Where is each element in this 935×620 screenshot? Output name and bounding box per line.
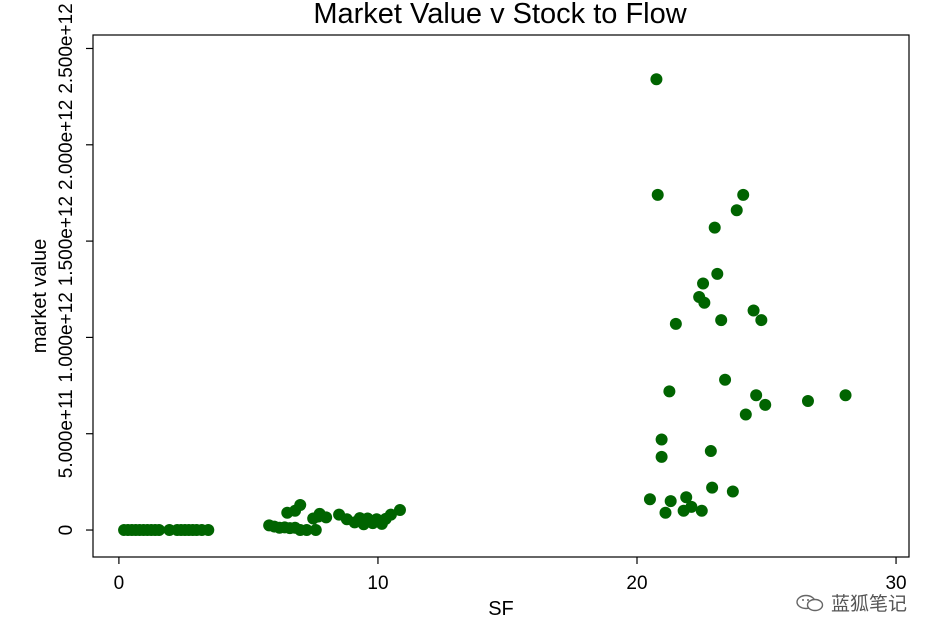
data-point <box>737 188 750 201</box>
data-point <box>839 389 852 402</box>
data-point <box>685 500 698 513</box>
data-point <box>202 524 215 537</box>
data-point <box>697 277 710 290</box>
data-point <box>384 508 397 521</box>
x-axis-label: SF <box>488 598 514 620</box>
data-point <box>320 511 333 524</box>
data-point <box>664 495 677 508</box>
y-tick-label: 2.000e+12 <box>56 100 77 190</box>
watermark-text: 蓝狐笔记 <box>830 593 907 615</box>
chart-title: Market Value v Stock to Flow <box>313 0 687 30</box>
data-point <box>750 389 763 402</box>
data-point <box>759 398 772 411</box>
data-point <box>659 506 672 519</box>
data-point <box>663 385 676 398</box>
data-point <box>680 491 693 504</box>
data-point <box>393 504 406 517</box>
watermark: 蓝狐笔记 <box>795 589 907 616</box>
data-point <box>300 524 313 537</box>
data-point <box>655 450 668 463</box>
data-point <box>695 504 708 517</box>
data-point <box>309 524 322 537</box>
x-axis: 0 10 20 30 <box>114 557 907 594</box>
data-point <box>715 314 728 327</box>
data-point <box>650 73 663 86</box>
data-point <box>747 304 760 317</box>
x-tick-label: 20 <box>626 573 647 594</box>
y-tick-label: 2.500e+12 <box>56 3 77 93</box>
data-point <box>708 221 721 234</box>
data-point <box>730 204 743 217</box>
data-points <box>118 73 852 537</box>
x-tick-label: 30 <box>885 573 906 594</box>
data-point <box>755 314 768 327</box>
x-tick-label: 0 <box>114 573 125 594</box>
data-point <box>726 485 739 498</box>
y-tick-label: 1.500e+12 <box>56 196 77 286</box>
plot-area <box>92 34 910 558</box>
y-tick-label: 0 <box>56 525 77 536</box>
y-tick-label: 1.000e+12 <box>56 292 77 382</box>
data-point <box>704 445 717 458</box>
x-tick-label: 10 <box>367 573 388 594</box>
data-point <box>801 394 814 407</box>
data-point <box>669 317 682 330</box>
y-tick-label: 5.000e+11 <box>56 389 77 478</box>
data-point <box>711 267 724 280</box>
data-point <box>643 493 656 506</box>
y-axis: 0 5.000e+11 1.000e+12 1.500e+12 2.000e+12 2.5… <box>56 3 93 535</box>
data-point <box>294 498 307 511</box>
data-point <box>739 408 752 421</box>
wechat-icon <box>796 594 824 611</box>
data-point <box>651 188 664 201</box>
data-point <box>706 481 719 494</box>
y-axis-label: market value <box>29 239 51 354</box>
data-point <box>698 296 711 309</box>
data-point <box>655 433 668 446</box>
data-point <box>719 373 732 386</box>
data-point <box>153 524 166 537</box>
